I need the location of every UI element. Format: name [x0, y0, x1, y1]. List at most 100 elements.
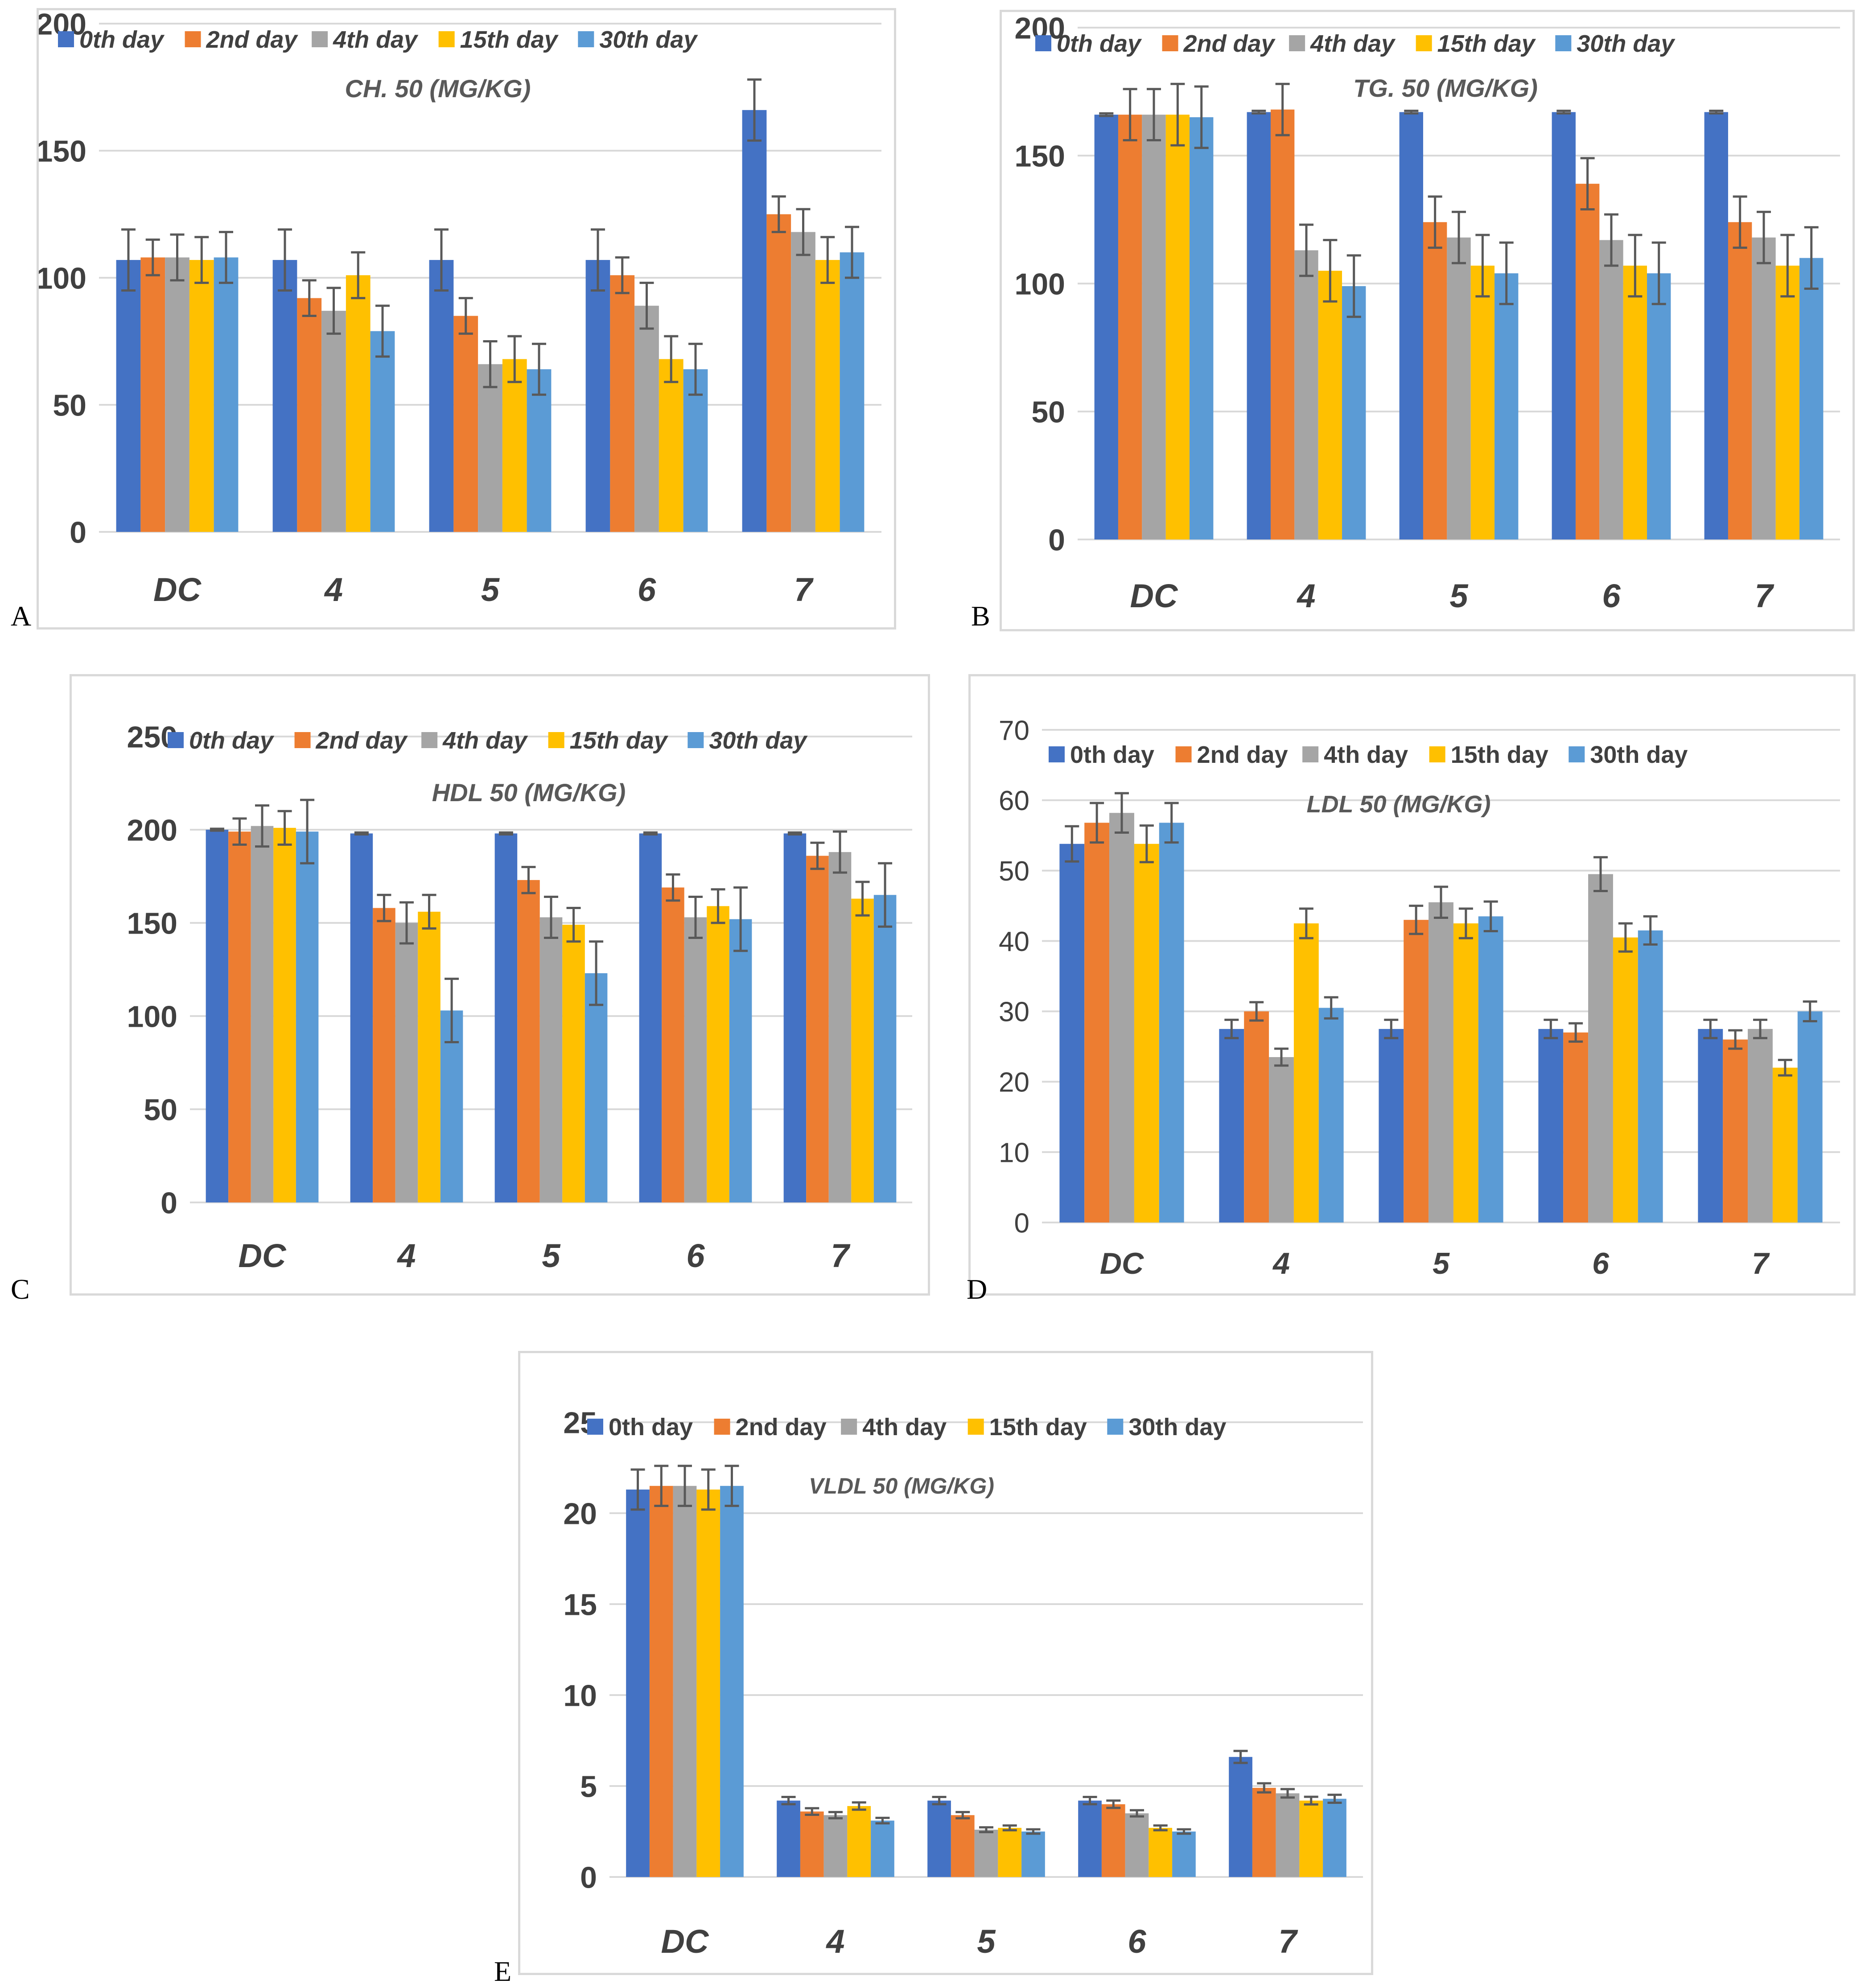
- legend-label: 30th day: [599, 26, 698, 53]
- y-tick-label: 70: [999, 715, 1029, 746]
- bar: [297, 298, 322, 532]
- bar: [974, 1829, 998, 1877]
- bar: [1728, 222, 1752, 539]
- y-tick-label: 100: [127, 1000, 177, 1033]
- bar: [1399, 112, 1423, 540]
- bar: [502, 359, 527, 532]
- bar: [1723, 1039, 1748, 1222]
- bar: [840, 252, 865, 532]
- bar: [683, 369, 708, 532]
- bar: [251, 826, 274, 1202]
- bar: [791, 232, 815, 532]
- legend-swatch: [688, 732, 704, 748]
- bar: [1647, 273, 1671, 539]
- legend-label: 0th day: [1070, 741, 1154, 768]
- x-category-label: 7: [1754, 577, 1774, 614]
- bar: [729, 919, 752, 1202]
- bar: [1059, 844, 1085, 1222]
- bar: [165, 257, 189, 532]
- legend-swatch: [1569, 746, 1585, 762]
- x-category-label: 4: [825, 1923, 844, 1960]
- y-tick-label: 20: [563, 1497, 597, 1531]
- bar: [673, 1486, 697, 1877]
- legend-swatch: [714, 1419, 730, 1435]
- bar: [696, 1489, 720, 1877]
- bar: [1219, 1029, 1244, 1222]
- chart-svg: 0 10 20 30 40 50 60 70 DC 4 5 6 7 LDL 50 (MG/KG) 0th d…: [999, 715, 1840, 1280]
- bar: [346, 275, 371, 532]
- legend-label: 0th day: [189, 727, 275, 754]
- legend-label: 2nd day: [1197, 741, 1288, 768]
- y-tick-label: 150: [39, 134, 86, 168]
- x-category-label: 4: [1296, 577, 1315, 614]
- legend-swatch: [421, 732, 438, 748]
- y-tick-label: 0: [1048, 523, 1065, 557]
- legend-swatch: [1302, 746, 1319, 762]
- legend-label: 2nd day: [1183, 30, 1276, 57]
- bar: [847, 1806, 871, 1877]
- panel-label-a: A: [11, 600, 32, 632]
- bar: [585, 260, 610, 532]
- legend-swatch: [841, 1419, 857, 1435]
- legend-swatch: [1162, 35, 1178, 51]
- y-tick-label: 0: [161, 1186, 177, 1220]
- panel-label-b: B: [971, 600, 990, 632]
- bar: [1453, 923, 1478, 1222]
- bar: [562, 925, 585, 1202]
- legend-swatch: [294, 732, 311, 748]
- y-tick-label: 15: [563, 1588, 597, 1622]
- bar: [395, 923, 418, 1202]
- bar: [116, 260, 141, 532]
- bar: [1109, 813, 1134, 1222]
- bar: [1429, 902, 1453, 1222]
- x-category-label: 7: [794, 571, 814, 608]
- bar: [1775, 265, 1800, 539]
- x-category-label: DC: [661, 1923, 709, 1960]
- bar: [684, 917, 707, 1202]
- bar: [1190, 117, 1214, 539]
- chart-title: VLDL 50 (MG/KG): [809, 1474, 994, 1498]
- legend-label: 15th day: [460, 26, 559, 53]
- bar: [1269, 1057, 1294, 1222]
- x-category-label: DC: [1100, 1247, 1144, 1280]
- legend-swatch: [548, 732, 564, 748]
- chart-title: LDL 50 (MG/KG): [1306, 791, 1490, 818]
- x-category-label: DC: [239, 1237, 287, 1274]
- legend-label: 2nd day: [206, 26, 299, 53]
- bar: [1276, 1793, 1300, 1877]
- legend-label: 2nd day: [736, 1414, 827, 1441]
- bar: [1084, 823, 1110, 1222]
- bar: [1638, 930, 1663, 1222]
- bar: [1149, 1827, 1173, 1877]
- bar: [828, 852, 852, 1202]
- bar: [1752, 237, 1776, 539]
- x-category-label: 7: [1752, 1247, 1770, 1280]
- bar: [1299, 1800, 1323, 1877]
- bar: [1470, 265, 1495, 539]
- legend-label: 4th day: [1324, 741, 1408, 768]
- bar: [1293, 923, 1319, 1222]
- legend-swatch: [1289, 35, 1305, 51]
- bar: [639, 833, 662, 1202]
- bar: [659, 359, 683, 532]
- legend-swatch: [967, 1419, 984, 1435]
- y-tick-label: 50: [144, 1093, 177, 1127]
- bar: [350, 833, 373, 1202]
- x-category-label: 7: [1278, 1923, 1298, 1960]
- legend-swatch: [1175, 746, 1192, 762]
- legend-label: 4th day: [862, 1414, 947, 1441]
- panel-label-c: C: [11, 1273, 30, 1305]
- bar: [321, 311, 346, 532]
- bar: [1748, 1029, 1773, 1222]
- bar: [494, 833, 518, 1202]
- legend-label: 30th day: [1577, 30, 1676, 57]
- bar: [1229, 1757, 1252, 1877]
- bar: [823, 1815, 848, 1877]
- x-category-label: 6: [686, 1237, 705, 1274]
- bar: [815, 260, 840, 532]
- bar: [1575, 184, 1600, 539]
- legend-swatch: [58, 31, 74, 47]
- bar: [1599, 240, 1623, 539]
